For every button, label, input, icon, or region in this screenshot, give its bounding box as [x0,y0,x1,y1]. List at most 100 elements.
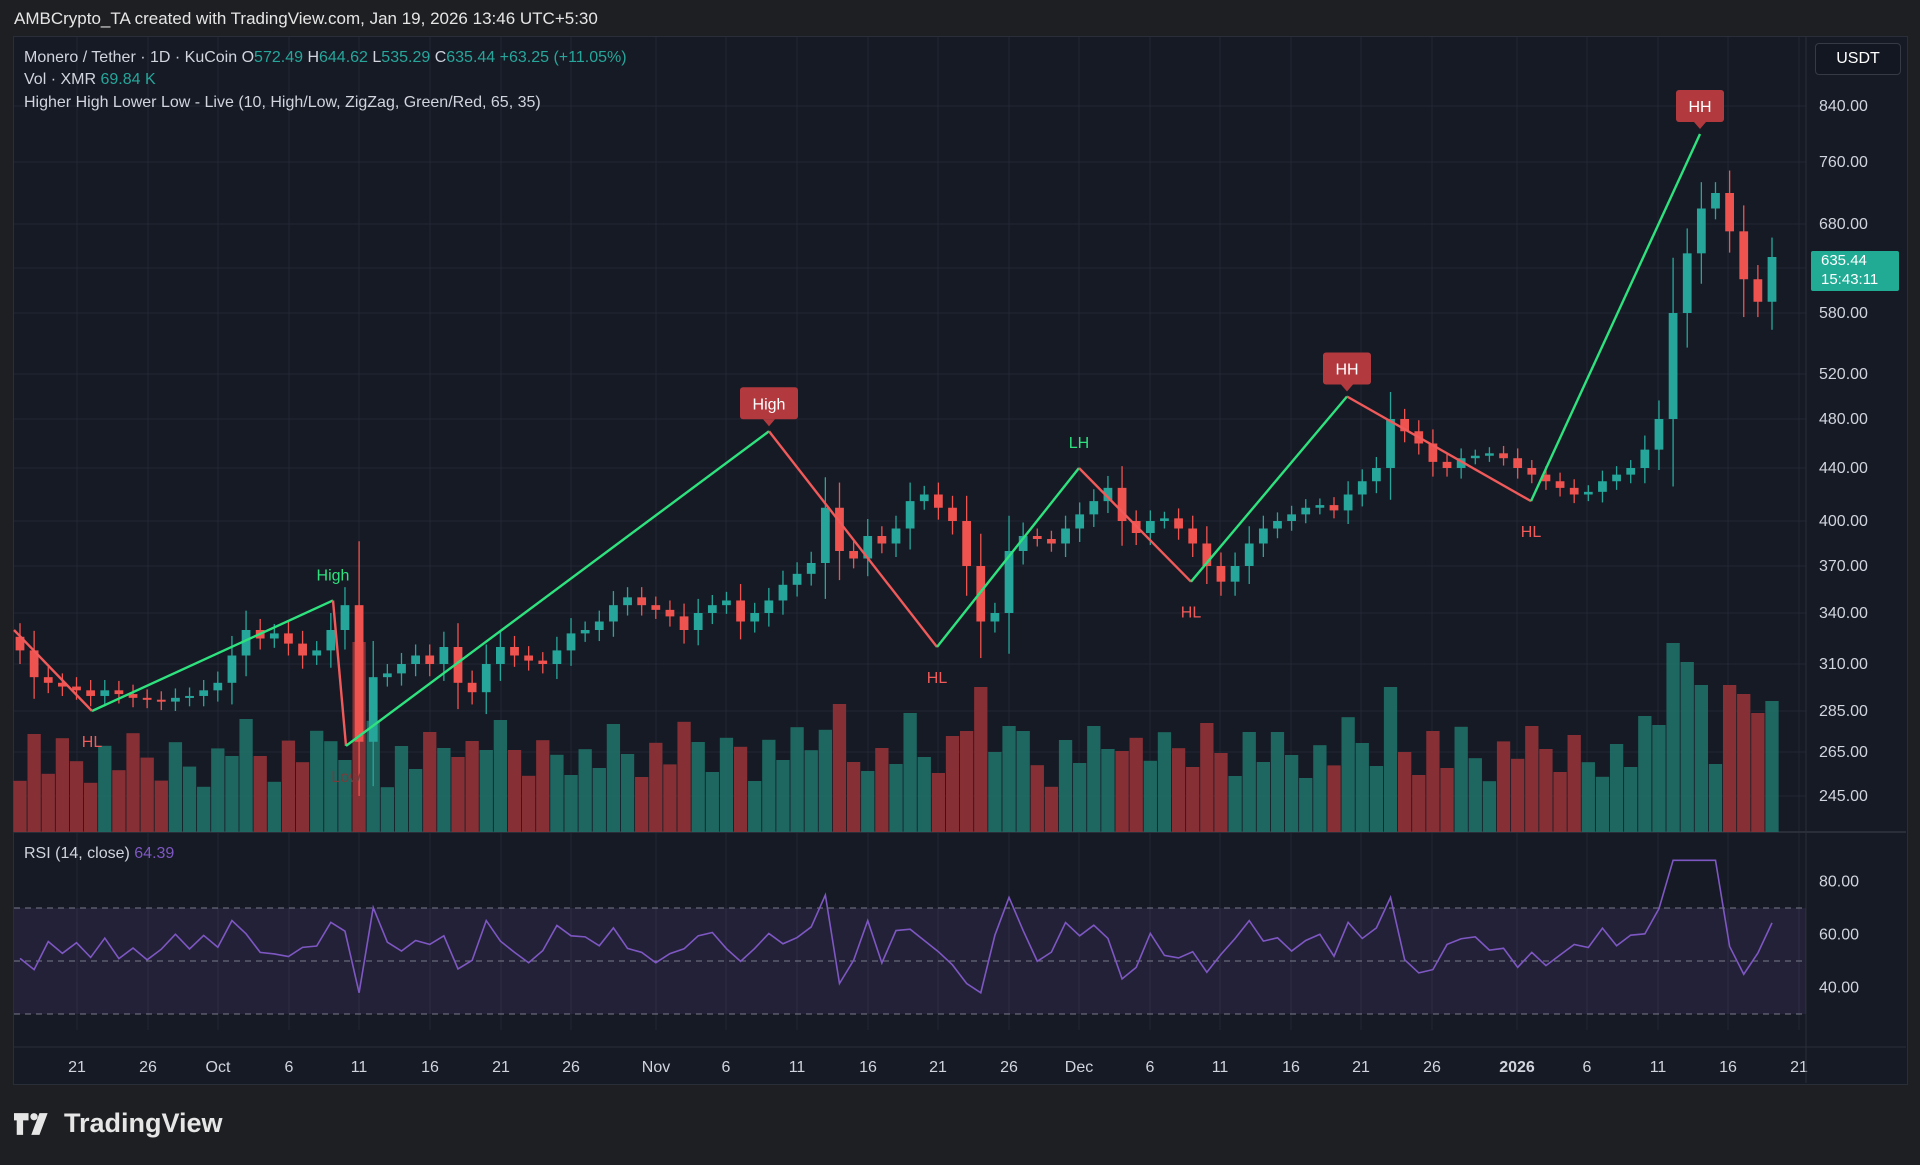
zigzag-segment [936,467,1080,648]
close-value: 635.44 [446,49,496,66]
volume-bar [1002,726,1016,832]
candle-body [806,563,816,574]
x-tick-label: 21 [929,1059,947,1076]
volume-bar [1256,762,1270,832]
candle-body [1230,566,1240,582]
candle-body [1188,528,1198,544]
x-tick-label: 21 [1352,1059,1370,1076]
volume-bar [931,773,946,832]
candle-body [778,584,788,601]
volume-bar [1270,732,1285,832]
volume-bar [1553,772,1567,832]
x-tick-label: 16 [421,1059,439,1076]
candle-body [397,664,406,674]
volume-bar [465,741,479,832]
candle-body [948,507,957,521]
candle-body [1400,419,1410,432]
candle-body [496,647,505,664]
candle-body [1343,494,1353,511]
candle-body [241,630,251,656]
x-tick-label: 16 [1719,1059,1737,1076]
candle-body [1301,507,1311,515]
volume-bar [1666,643,1680,832]
volume-bar [1327,765,1341,832]
candle-body [114,690,124,695]
swing-label: High [753,396,786,413]
x-tick-label: 21 [492,1059,510,1076]
volume-bar [578,749,592,832]
volume-bar [960,731,974,832]
candle-body [156,699,166,702]
x-tick-label: 26 [1423,1059,1441,1076]
candle-body [510,647,519,656]
volume-bar [1299,778,1313,832]
currency-button[interactable]: USDT [1815,43,1901,75]
volume-bar [889,764,903,832]
candle-body [609,605,618,622]
x-tick-label: Nov [642,1059,670,1076]
y-tick-label: 440.00 [1819,460,1868,477]
zigzag-segment [1190,395,1348,583]
candle-body [425,655,435,664]
candle-body [128,694,138,698]
volume-bar [1143,760,1157,832]
volume-bar [903,713,917,832]
swing-label: HL [82,734,103,751]
volume-bar [13,780,27,832]
symbol-legend: Monero / Tether · 1D · KuCoin O572.49 H6… [24,49,627,66]
y-tick-label: 285.00 [1819,703,1868,720]
candle-body [185,695,194,698]
x-tick-label: 6 [1146,1059,1155,1076]
volume-bar [606,724,621,832]
candle-body [849,551,858,559]
volume-bar [69,761,84,832]
candle-body [100,690,110,696]
candle-body [1555,481,1565,488]
volume-bar [945,736,960,832]
candle-body [665,609,675,617]
volume-bar [1539,749,1553,832]
candle-body [1287,514,1296,521]
volume-bar [55,738,70,832]
price-chart[interactable]: 840.00760.00680.00620.00580.00520.00480.… [0,0,1920,1100]
swing-label-box [1676,90,1724,122]
volume-bar [536,740,550,832]
volume-legend: Vol · XMR 69.84 K [24,71,156,88]
candle-body [820,507,830,563]
candle-body [1711,193,1720,209]
candle-body [1428,443,1438,462]
chart-panel[interactable] [13,36,1908,1085]
candle-body [1216,566,1226,582]
candle-body [835,507,844,551]
volume-bar [1496,741,1511,832]
candle-body [340,605,350,630]
volume-bar [1200,723,1214,832]
candle-body [1499,453,1508,459]
volume-bar [140,757,154,832]
candle-body [1160,518,1169,521]
candle-body [736,600,745,622]
volume-bar [493,720,508,832]
volume-bar [1341,717,1355,832]
volume-bar [1440,768,1454,832]
zigzag-segment [91,599,334,713]
candle-body [538,660,548,664]
volume-bar [1058,740,1073,832]
x-tick-label: 26 [1000,1059,1018,1076]
volume-bar [733,746,748,832]
y-tick-label: 520.00 [1819,366,1868,383]
candle-body [566,633,576,651]
swing-label: HH [1688,99,1711,116]
volume-bar [154,780,168,832]
symbol-name: Monero / Tether · 1D · KuCoin [24,49,238,66]
x-tick-label: 26 [562,1059,580,1076]
volume-bar [295,762,310,832]
candle-body [326,630,336,651]
volume-bar [861,771,875,832]
candle-body [764,600,774,613]
volume-bar [408,769,423,832]
candle-body [990,613,1000,622]
candle-body [1470,455,1480,459]
candle-body [1032,536,1042,539]
candle-body [1145,521,1155,533]
